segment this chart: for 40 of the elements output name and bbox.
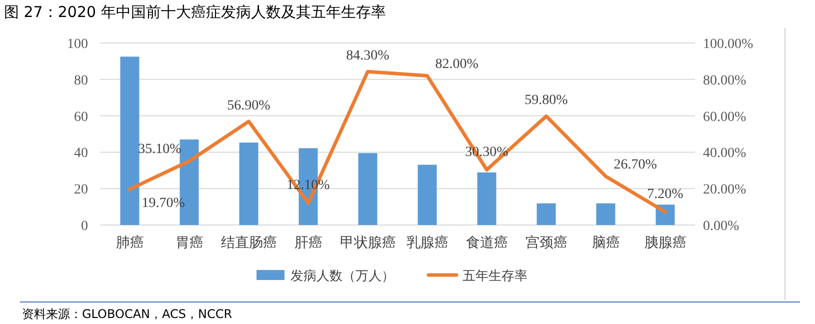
data-label: 26.70%	[614, 157, 658, 172]
x-tick-label: 结直肠癌	[220, 235, 277, 251]
data-label: 12.10%	[286, 178, 330, 193]
y-tick-label: 80	[74, 73, 88, 88]
x-tick-label: 肝癌	[294, 235, 322, 251]
y2-tick-label: 20.00%	[703, 182, 746, 198]
data-label: 84.30%	[346, 48, 390, 64]
y2-tick-label: 80.00%	[703, 73, 746, 88]
legend-label: 五年生存率	[462, 268, 528, 284]
x-tick-label: 胰腺癌	[644, 235, 686, 251]
y-tick-label: 60	[74, 110, 88, 125]
data-label: 59.80%	[524, 93, 568, 108]
bar	[358, 153, 378, 225]
y2-tick-label: 0.00%	[703, 219, 740, 234]
x-tick-label: 乳腺癌	[406, 235, 448, 251]
y2-tick-label: 60.00%	[703, 110, 746, 125]
x-tick-label: 宫颈癌	[525, 235, 568, 251]
y-tick-label: 100	[67, 37, 88, 52]
y2-tick-label: 40.00%	[703, 146, 746, 162]
bar	[239, 142, 258, 225]
bar	[477, 172, 496, 225]
y2-tick-label: 100.00%	[703, 37, 754, 52]
x-tick-label: 肺癌	[116, 235, 144, 251]
x-tick-label: 胃癌	[175, 235, 204, 251]
x-tick-label: 食道癌	[466, 235, 508, 251]
bar	[536, 203, 556, 225]
x-tick-label: 甲状腺癌	[340, 235, 396, 251]
y-tick-label: 40	[74, 146, 88, 162]
bar	[418, 164, 437, 225]
bar	[596, 203, 616, 225]
x-tick-label: 脑癌	[592, 235, 620, 251]
data-label: 7.20%	[647, 186, 684, 202]
data-label: 56.90%	[227, 98, 271, 114]
chart-title: 图 27：2020 年中国前十大癌症发病人数及其五年生存率	[4, 3, 386, 21]
data-label: 82.00%	[435, 56, 479, 72]
y-tick-label: 20	[74, 182, 88, 198]
bar	[120, 56, 140, 225]
legend-label: 发病人数（万人）	[290, 269, 394, 284]
y-tick-label: 0	[81, 219, 88, 234]
text: 资料来源：GLOBOCAN，ACS，NCCR	[22, 307, 232, 321]
